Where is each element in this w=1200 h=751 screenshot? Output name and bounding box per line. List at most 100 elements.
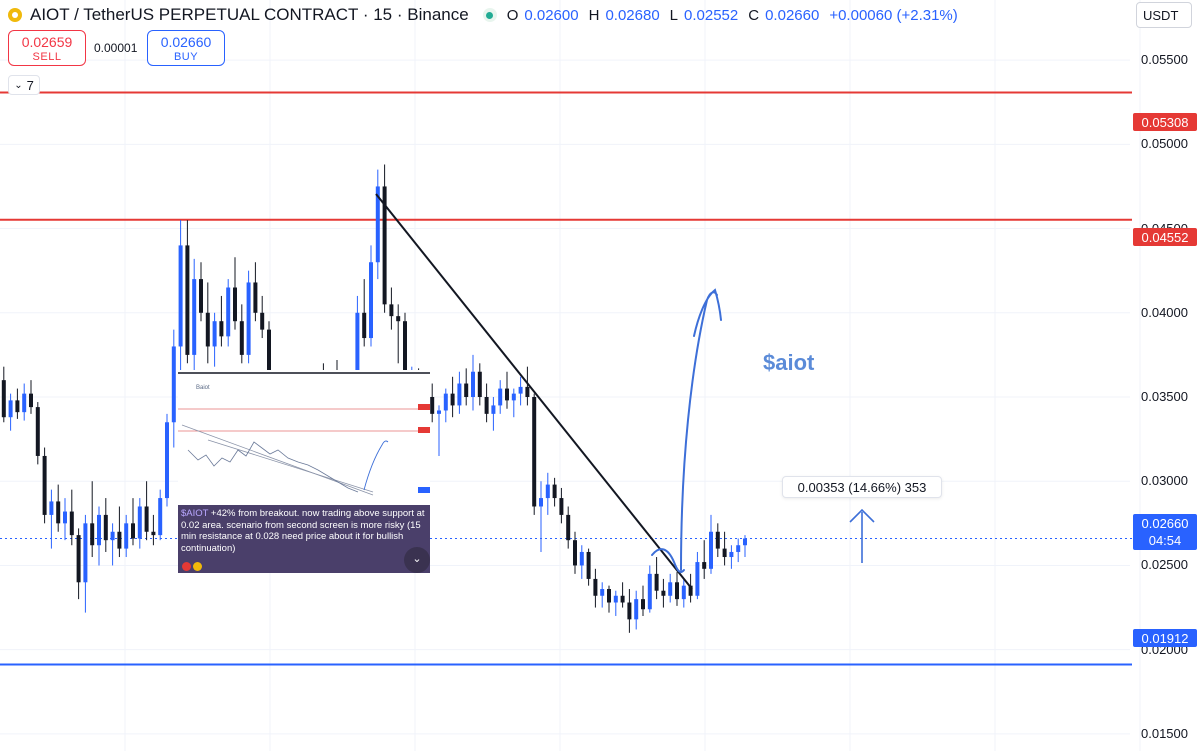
candle (151, 514, 156, 546)
indicators-toggle[interactable]: ⌄ 7 (8, 75, 40, 95)
candle (1, 366, 6, 423)
candle (620, 582, 625, 608)
sell-button[interactable]: 0.02659 SELL (8, 30, 86, 66)
candle-body (253, 282, 258, 313)
inset-mini-chart (178, 370, 430, 505)
candle-body (83, 523, 88, 583)
candle (579, 545, 584, 579)
drawing-layer (375, 193, 875, 590)
candle (450, 376, 455, 418)
chevron-down-icon: ⌄ (14, 79, 23, 91)
candle (607, 585, 611, 613)
candle (511, 388, 516, 418)
candle-body (219, 321, 224, 337)
candle (695, 551, 700, 600)
bullish-path-drawing[interactable] (680, 288, 722, 571)
inset-caption: $AIOT +42% from breakout. now trading ab… (178, 505, 430, 573)
currency-selector[interactable]: USDT (1136, 2, 1192, 28)
candle-body (450, 393, 455, 406)
candle (647, 565, 652, 613)
candle-body (110, 531, 115, 541)
indicator-count: 7 (26, 77, 34, 93)
candle-body (702, 562, 707, 569)
candle-body (158, 498, 163, 536)
candle-body (151, 531, 156, 536)
candle (654, 557, 659, 600)
candle-body (403, 321, 407, 406)
candle-body (586, 551, 591, 579)
sell-price: 0.02659 (21, 34, 73, 50)
candle-body (709, 531, 713, 569)
candle (593, 568, 598, 608)
candle (396, 304, 401, 364)
downtrend-line[interactable] (375, 193, 693, 590)
caption-text: +42% from breakout. now trading above su… (181, 508, 425, 554)
low-label: L (669, 6, 679, 24)
candle (137, 498, 142, 549)
candle (573, 531, 577, 574)
candle (457, 371, 462, 414)
candle-body (260, 312, 265, 330)
candle-body (579, 551, 584, 566)
candle-body (511, 393, 516, 401)
candle (613, 590, 618, 616)
candle (477, 363, 482, 406)
candle-body (375, 186, 380, 263)
binance-coin-icon (8, 8, 22, 22)
candle (729, 545, 734, 569)
candle (539, 481, 543, 552)
candle (29, 380, 33, 414)
expand-chevron-icon[interactable]: ⌄ (404, 547, 430, 573)
smile-reaction-icon (193, 562, 202, 571)
candle-body (382, 186, 387, 305)
candle (600, 582, 605, 608)
candle-body (647, 573, 652, 610)
candle (83, 514, 88, 613)
open-label: O (506, 6, 519, 24)
high-value: 0.02680 (605, 6, 660, 24)
candle (389, 287, 394, 330)
candle (158, 489, 163, 541)
measure-arrow-head (849, 508, 875, 523)
candle (199, 262, 203, 322)
candle-body (613, 595, 618, 603)
symbol-title[interactable]: AIOT / TetherUS PERPETUAL CONTRACT · 15 … (30, 5, 469, 24)
candle (641, 585, 645, 616)
candle (743, 535, 747, 558)
candle-body (362, 312, 367, 339)
candle-body (8, 400, 13, 418)
candle (675, 572, 679, 606)
candle-body (437, 410, 441, 414)
market-open-icon (482, 8, 497, 22)
candle-body (443, 393, 448, 411)
candle-body (117, 531, 122, 549)
candle-body (97, 514, 101, 546)
candle-body (695, 562, 700, 596)
candle (559, 487, 564, 524)
close-label: C (748, 6, 760, 24)
candle-body (729, 551, 734, 558)
candle (430, 383, 435, 423)
candle-body (1, 380, 6, 418)
buy-button[interactable]: 0.02660 BUY (147, 30, 225, 66)
candle (42, 447, 47, 524)
price-axis-tick: 0.02500 (1141, 557, 1188, 573)
close-value: 0.02660 (765, 6, 820, 24)
candle (239, 304, 244, 364)
candle (8, 393, 13, 431)
candle-body (165, 422, 169, 499)
candle-body (246, 282, 251, 355)
candle (131, 498, 135, 546)
candle-body (205, 312, 210, 347)
candle (219, 295, 224, 347)
candle-body (42, 455, 47, 515)
candle (702, 540, 707, 579)
support-tag: 0.01912 (1133, 629, 1197, 647)
candle-body (620, 595, 625, 603)
candle (681, 578, 686, 608)
candle (35, 402, 40, 465)
candle-body (124, 523, 129, 549)
candle (362, 279, 367, 347)
high-label: H (588, 6, 600, 24)
candle (192, 258, 197, 381)
